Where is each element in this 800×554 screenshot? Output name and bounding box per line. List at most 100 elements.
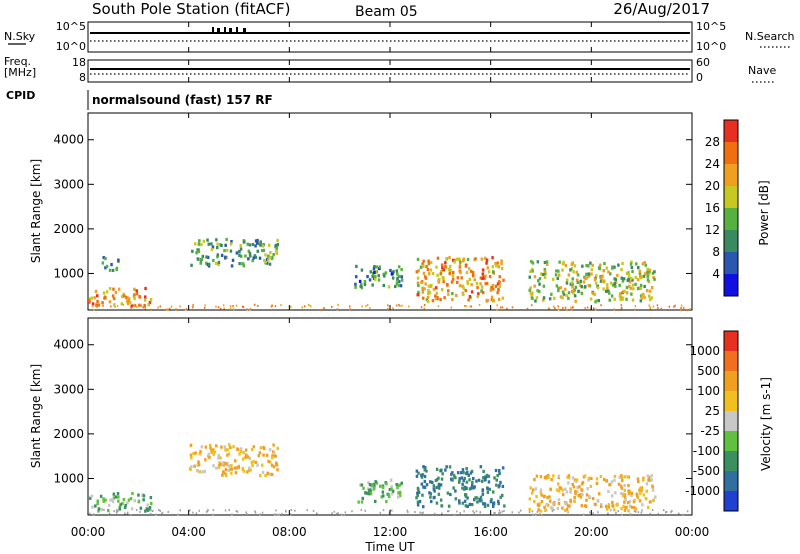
x-tick-label: 00:00: [675, 525, 710, 539]
velocity-echo-cell: [373, 486, 376, 490]
power-echo-cell: [94, 289, 98, 293]
power-echo-cell: [456, 280, 459, 284]
velocity-echo-cell: [453, 474, 456, 478]
velocity-echo-cell: [208, 443, 212, 447]
power-echo-cell: [462, 286, 465, 290]
velocity-echo-cell: [439, 483, 443, 487]
velocity-echo-cell: [435, 501, 439, 505]
colorbar-tick-label: -25: [700, 424, 720, 438]
power-scatter-dot: [235, 304, 238, 307]
power-echo-cell: [536, 289, 539, 293]
power-echo-cell: [238, 253, 241, 257]
power-scatter-dot: [408, 305, 410, 308]
power-echo-cell: [530, 294, 534, 298]
velocity-echo-cell: [633, 506, 636, 510]
power-echo-cell: [199, 261, 202, 265]
velocity-echo-cell: [530, 491, 534, 495]
power-echo-cell: [602, 269, 606, 273]
velocity-echo-cell: [654, 495, 657, 499]
power-scatter-dot: [554, 307, 556, 310]
velocity-scatter-dot: [499, 511, 502, 514]
power-scatter-dot: [136, 305, 138, 308]
power-echo-cell: [417, 283, 420, 287]
power-echo-cell: [538, 277, 542, 281]
velocity-echo-cell: [215, 466, 218, 470]
power-echo-cell: [215, 238, 218, 242]
power-scatter-dot: [634, 305, 637, 308]
power-echo-cell: [648, 268, 651, 272]
velocity-echo-cell: [589, 484, 593, 488]
velocity-echo-cell: [257, 454, 260, 458]
power-scatter-dot: [680, 306, 682, 309]
power-scatter-dot: [552, 305, 555, 308]
power-scatter-dot: [349, 305, 351, 308]
velocity-scatter-dot: [663, 509, 665, 512]
velocity-echo-cell: [473, 485, 476, 489]
velocity-scatter-dot: [285, 509, 287, 512]
velocity-echo-cell: [400, 481, 403, 485]
power-echo-cell: [585, 264, 588, 268]
velocity-echo-cell: [222, 463, 225, 467]
power-echo-cell: [424, 275, 427, 279]
power-scatter-dot: [140, 304, 143, 307]
power-echo-cell: [594, 300, 597, 304]
velocity-echo-cell: [374, 480, 377, 484]
velocity-echo-cell: [627, 491, 631, 496]
velocity-scatter-dot: [343, 514, 346, 517]
velocity-echo-cell: [390, 492, 394, 496]
power-echo-cell: [436, 296, 439, 300]
velocity-scatter-dot: [245, 511, 247, 514]
power-echo-cell: [543, 270, 547, 274]
velocity-echo-cell: [265, 453, 269, 457]
power-echo-cell: [253, 254, 257, 258]
power-echo-cell: [562, 292, 566, 296]
velocity-echo-cell: [424, 465, 427, 470]
power-echo-cell: [497, 297, 501, 301]
power-echo-cell: [613, 265, 616, 269]
power-scatter-dot: [185, 308, 188, 311]
power-echo-cell: [206, 255, 210, 259]
velocity-echo-cell: [475, 496, 479, 500]
velocity-scatter-dot: [117, 510, 119, 513]
velocity-echo-cell: [362, 486, 365, 490]
velocity-echo-cell: [198, 470, 202, 474]
velocity-scatter-dot: [92, 513, 95, 516]
velocity-echo-cell: [226, 453, 229, 457]
velocity-echo-cell: [461, 501, 465, 505]
power-scatter-dot: [249, 308, 252, 311]
nsearch-scale-bottom: 10^0: [696, 40, 726, 53]
power-echo-cell: [229, 249, 233, 253]
power-echo-cell: [452, 258, 455, 262]
power-echo-cell: [434, 297, 438, 301]
power-echo-cell: [126, 299, 129, 303]
power-echo-cell: [570, 281, 574, 285]
power-echo-cell: [449, 268, 452, 272]
velocity-echo-cell: [644, 497, 648, 501]
power-echo-cell: [476, 294, 479, 299]
power-echo-cell: [138, 295, 142, 299]
power-echo-cell: [269, 251, 272, 255]
power-scatter-dot: [349, 308, 351, 311]
power-echo-cell: [90, 296, 94, 300]
velocity-scatter-dot: [407, 511, 409, 514]
power-echo-cell: [597, 299, 600, 303]
velocity-echo-cell: [242, 469, 246, 473]
power-echo-cell: [400, 268, 403, 272]
power-scatter-dot: [656, 304, 659, 307]
velocity-scatter-dot: [592, 512, 594, 515]
velocity-echo-cell: [123, 505, 127, 510]
power-echo-cell: [589, 297, 593, 301]
power-echo-cell: [485, 258, 489, 262]
velocity-scatter-dot: [155, 513, 157, 516]
power-echo-cell: [447, 268, 451, 272]
power-echo-cell: [248, 251, 252, 255]
power-echo-cell: [490, 295, 494, 299]
power-echo-cell: [484, 256, 487, 260]
velocity-scatter-dot: [641, 509, 643, 512]
power-echo-cell: [652, 275, 655, 279]
velocity-echo-cell: [531, 488, 535, 492]
velocity-echo-cell: [396, 486, 399, 490]
velocity-echo-cell: [221, 461, 225, 465]
velocity-echo-cell: [545, 503, 548, 507]
velocity-echo-cell: [361, 496, 364, 500]
